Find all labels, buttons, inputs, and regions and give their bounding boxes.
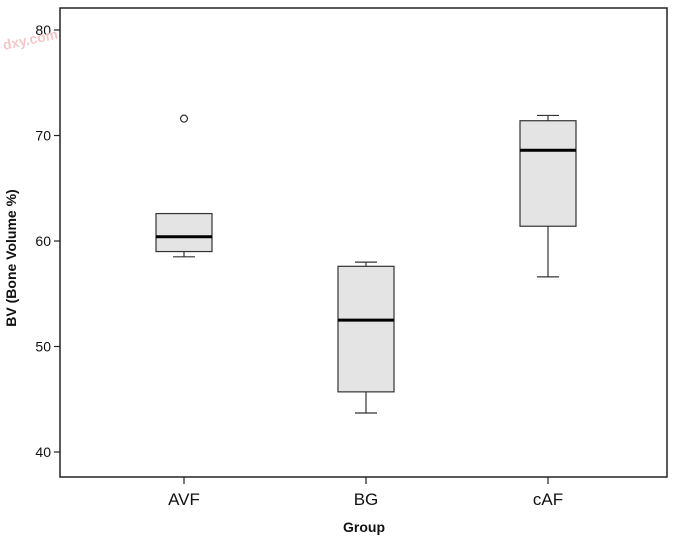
x-tick-label-caf: cAF (533, 490, 563, 509)
y-tick-label: 70 (35, 128, 51, 144)
x-axis: AVF BG cAF (168, 477, 563, 509)
watermark-text: dxy.com (1, 26, 59, 53)
y-tick-label: 80 (35, 22, 51, 38)
box-avf (155, 114, 213, 258)
x-tick-label-bg: BG (354, 490, 379, 509)
y-axis: 40 50 60 70 80 (35, 22, 60, 460)
y-axis-title: BV (Bone Volume %) (3, 189, 19, 326)
box-caf (519, 114, 577, 278)
boxes-layer (155, 114, 577, 414)
plot-frame (59, 7, 668, 478)
interquartile-box (519, 120, 577, 227)
outlier-point (179, 114, 189, 123)
x-tick-label-avf: AVF (168, 490, 200, 509)
interquartile-box (155, 212, 213, 253)
x-axis-title: Group (343, 519, 385, 535)
y-tick-label: 50 (35, 339, 51, 355)
box-bg (337, 261, 395, 414)
y-tick-label: 40 (35, 444, 51, 460)
y-tick-label: 60 (35, 233, 51, 249)
interquartile-box (337, 265, 395, 393)
